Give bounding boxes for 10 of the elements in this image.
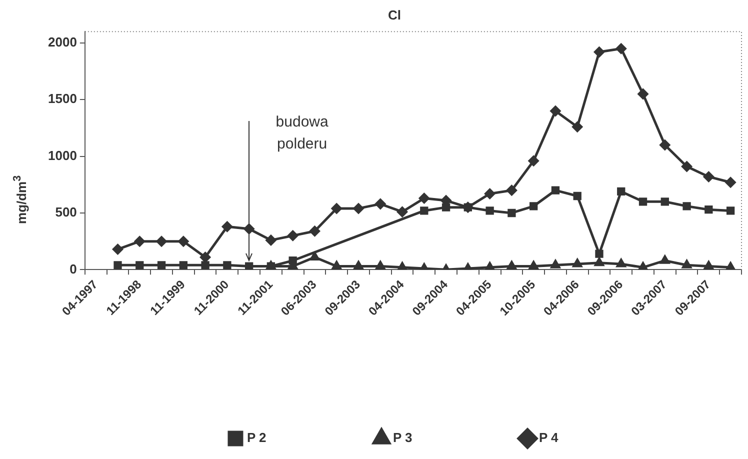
y-tick-label: 0 bbox=[70, 261, 77, 276]
y-tick-label: 2000 bbox=[48, 34, 77, 50]
legend-label: P 4 bbox=[539, 430, 560, 446]
y-tick-label: 1000 bbox=[48, 148, 77, 163]
annotation: budowa polderu bbox=[276, 113, 329, 152]
y-tick-label: 500 bbox=[55, 204, 77, 220]
chart-title: Cl bbox=[388, 7, 401, 22]
y-tick-label: 1500 bbox=[48, 91, 77, 106]
legend-label: P 3 bbox=[392, 430, 412, 446]
legend-label: P 2 bbox=[246, 430, 266, 446]
